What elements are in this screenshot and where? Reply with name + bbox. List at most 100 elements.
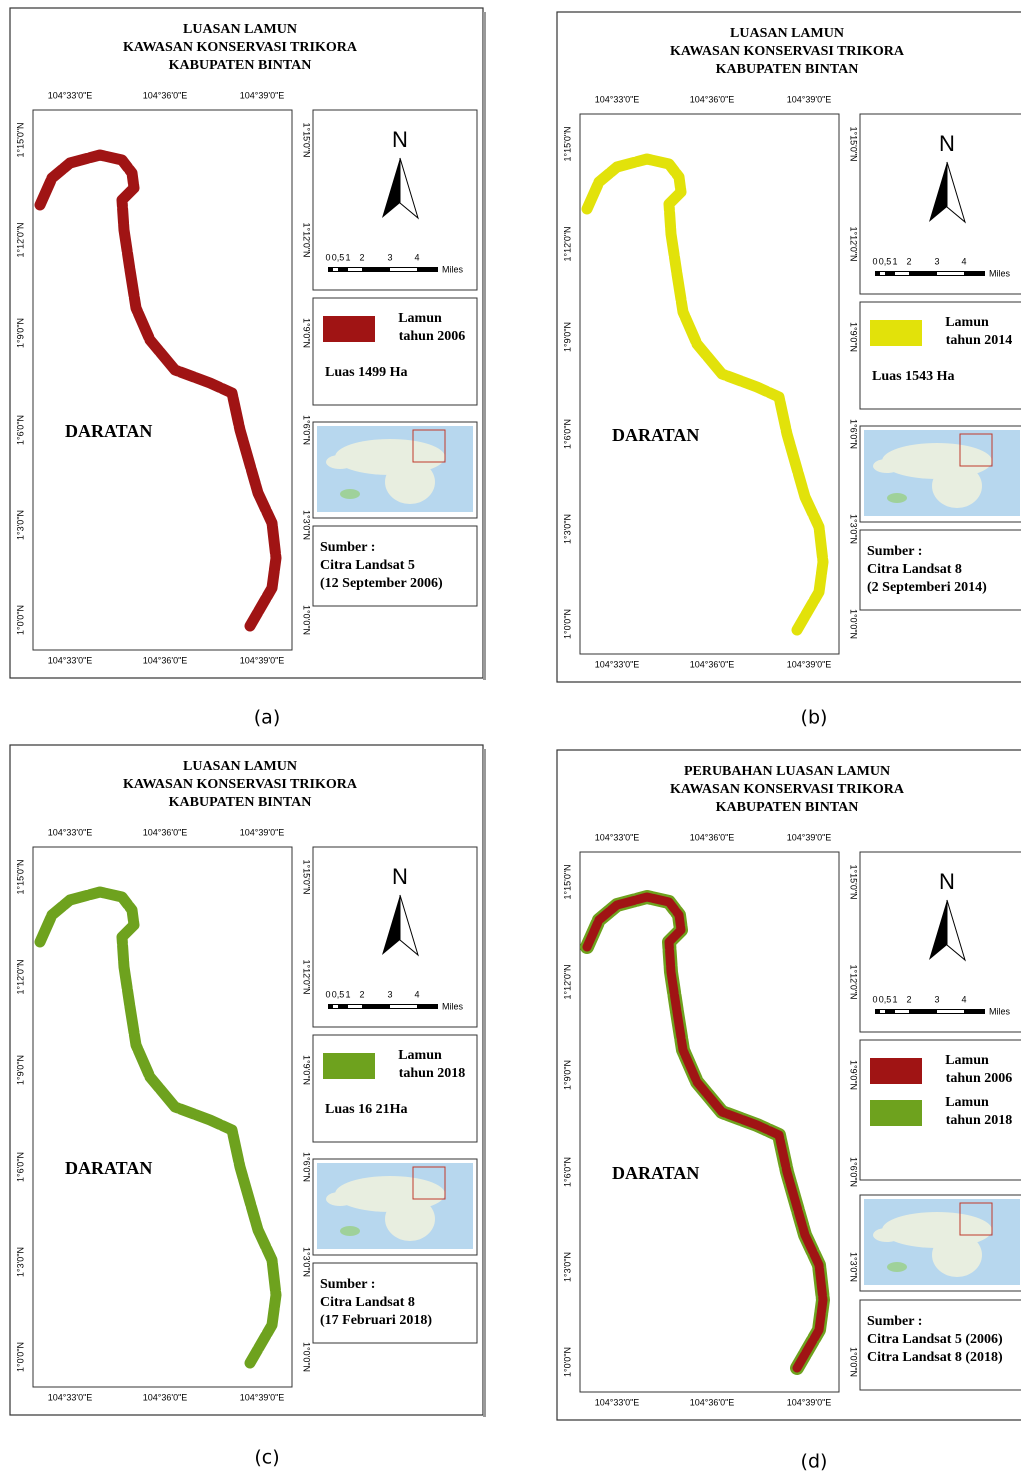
map-frame	[33, 110, 292, 650]
scale-label: 0	[872, 994, 877, 1004]
scale-label: 0,5	[332, 989, 345, 999]
y-tick-label: 1°0'0"N	[849, 1347, 859, 1377]
legend-label: Lamun	[945, 315, 989, 330]
y-tick-label: 1°3'0"N	[849, 514, 859, 544]
map-frame	[33, 847, 292, 1387]
y-tick-label: 1°15'0"N	[15, 122, 25, 157]
legend-label: tahun 2006	[399, 329, 466, 344]
y-tick-label: 1°0'0"N	[562, 609, 572, 639]
scale-bar	[333, 1005, 338, 1008]
scale-bar	[390, 1005, 417, 1008]
land-label: DARATAN	[612, 425, 699, 445]
scale-label: 0	[325, 989, 330, 999]
map-title: LUASAN LAMUN	[730, 26, 844, 41]
scale-bar	[875, 271, 985, 276]
y-tick-label: 1°9'0"N	[15, 318, 25, 348]
source-text: Citra Landsat 8	[867, 562, 962, 577]
x-tick-label: 104°33'0"E	[595, 94, 640, 104]
scale-label: 0,5	[879, 994, 892, 1004]
inset-land	[887, 1262, 907, 1272]
panel-caption: (b)	[801, 707, 828, 729]
x-tick-label: 104°33'0"E	[48, 1392, 93, 1402]
map-title: KAWASAN KONSERVASI TRIKORA	[670, 44, 905, 59]
source-text: Sumber :	[867, 544, 922, 559]
scale-label: 1	[345, 989, 350, 999]
y-tick-label: 1°15'0"N	[302, 859, 312, 894]
scale-bar	[880, 1010, 885, 1013]
panel-caption: (c)	[254, 1447, 279, 1469]
inset-land	[873, 1228, 901, 1242]
x-tick-label: 104°39'0"E	[787, 659, 832, 669]
source-text: Citra Landsat 5 (2006)	[867, 1332, 1003, 1347]
inset-land	[932, 464, 982, 508]
scale-label: 4	[414, 252, 419, 262]
map-frame	[580, 114, 839, 654]
scale-label: 4	[961, 256, 966, 266]
legend-label: Lamun	[398, 1048, 442, 1063]
map-title: KABUPATEN BINTAN	[169, 795, 312, 810]
area-label: Luas 16 21Ha	[325, 1102, 407, 1117]
x-tick-label: 104°33'0"E	[48, 90, 93, 100]
y-tick-label: 1°12'0"N	[849, 226, 859, 261]
scale-label: 3	[387, 989, 392, 999]
map-panel: LUASAN LAMUN KAWASAN KONSERVASI TRIKORA KA…	[557, 12, 1021, 684]
scale-bar	[348, 268, 362, 271]
x-tick-label: 104°36'0"E	[690, 94, 735, 104]
scale-bar	[328, 267, 438, 272]
y-tick-label: 1°6'0"N	[302, 415, 312, 445]
y-tick-label: 1°15'0"N	[562, 864, 572, 899]
source-text: Sumber :	[320, 1277, 375, 1292]
x-tick-label: 104°39'0"E	[240, 827, 285, 837]
land-label: DARATAN	[612, 1163, 699, 1183]
map-title: KAWASAN KONSERVASI TRIKORA	[123, 40, 358, 55]
y-tick-label: 1°15'0"N	[562, 126, 572, 161]
source-text: Citra Landsat 8	[320, 1295, 415, 1310]
map-title: KABUPATEN BINTAN	[169, 58, 312, 73]
x-tick-label: 104°39'0"E	[787, 94, 832, 104]
y-tick-label: 1°0'0"N	[562, 1347, 572, 1377]
scale-bar	[937, 272, 964, 275]
y-tick-label: 1°9'0"N	[849, 1060, 859, 1090]
scale-label: 2	[359, 989, 364, 999]
y-tick-label: 1°6'0"N	[562, 419, 572, 449]
map-frame	[580, 852, 839, 1392]
legend-box	[860, 302, 1021, 409]
scale-label: 1	[892, 256, 897, 266]
y-tick-label: 1°9'0"N	[302, 318, 312, 348]
scale-label: 1	[892, 994, 897, 1004]
y-tick-label: 1°9'0"N	[302, 1055, 312, 1085]
y-tick-label: 1°6'0"N	[849, 419, 859, 449]
scale-bar	[937, 1010, 964, 1013]
area-label: Luas 1543 Ha	[872, 369, 954, 384]
scale-label: 0	[872, 256, 877, 266]
legend-label: Lamun	[945, 1053, 989, 1068]
scale-unit: Miles	[442, 264, 464, 274]
inset-land	[873, 459, 901, 473]
land-label: DARATAN	[65, 421, 152, 441]
y-tick-label: 1°0'0"N	[302, 605, 312, 635]
scale-bar	[390, 268, 417, 271]
scale-label: 3	[934, 994, 939, 1004]
scale-bar	[328, 1004, 438, 1009]
y-tick-label: 1°3'0"N	[302, 1247, 312, 1277]
scale-label: 0	[325, 252, 330, 262]
y-tick-label: 1°15'0"N	[849, 126, 859, 161]
scale-label: 0,5	[332, 252, 345, 262]
panel-shadow	[483, 749, 486, 1417]
scale-label: 3	[387, 252, 392, 262]
legend-label: tahun 2018	[946, 1113, 1013, 1128]
y-tick-label: 1°0'0"N	[15, 1342, 25, 1372]
source-text: Sumber :	[867, 1314, 922, 1329]
y-tick-label: 1°0'0"N	[849, 609, 859, 639]
legend-swatch	[323, 316, 375, 342]
map-title: KABUPATEN BINTAN	[716, 62, 859, 77]
x-tick-label: 104°39'0"E	[240, 90, 285, 100]
legend-label: Lamun	[398, 311, 442, 326]
source-text: (17 Februari 2018)	[320, 1313, 432, 1328]
x-tick-label: 104°36'0"E	[143, 90, 188, 100]
x-tick-label: 104°36'0"E	[143, 827, 188, 837]
x-tick-label: 104°36'0"E	[690, 659, 735, 669]
y-tick-label: 1°9'0"N	[562, 322, 572, 352]
y-tick-label: 1°0'0"N	[15, 605, 25, 635]
y-tick-label: 1°3'0"N	[562, 514, 572, 544]
